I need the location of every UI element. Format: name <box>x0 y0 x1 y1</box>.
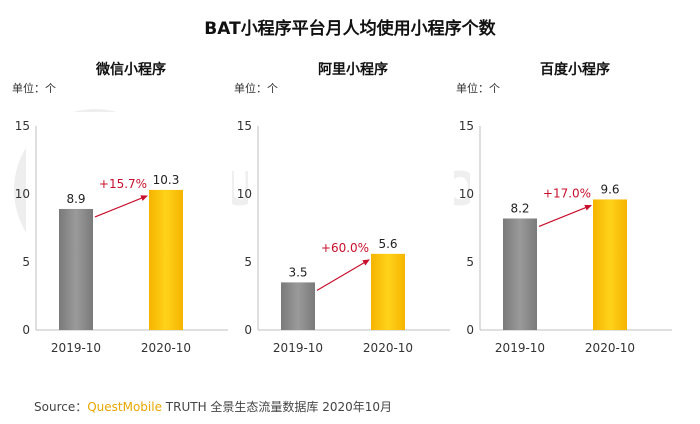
source-prefix: Source： <box>34 400 88 414</box>
bar-2020-10 <box>593 199 627 330</box>
chart-title: 微信小程序 <box>95 61 166 78</box>
y-tick-label: 5 <box>244 255 252 269</box>
growth-arrow <box>316 259 370 291</box>
bar-value-label: 9.6 <box>600 182 619 196</box>
panel-background <box>470 112 676 338</box>
growth-label: +15.7% <box>99 177 147 191</box>
bar-2020-10 <box>371 253 405 330</box>
y-tick-label: 15 <box>237 119 252 133</box>
bar-value-label: 8.2 <box>510 201 529 215</box>
bar-value-label: 5.6 <box>378 237 397 251</box>
y-tick-label: 5 <box>466 255 474 269</box>
bar-value-label: 8.9 <box>66 192 85 206</box>
y-tick-label: 10 <box>459 187 474 201</box>
bar-2019-10 <box>281 282 315 330</box>
x-tick-label: 2019-10 <box>495 341 545 355</box>
bar-2020-10 <box>149 189 183 330</box>
x-tick-label: 2019-10 <box>51 341 101 355</box>
x-tick-label: 2020-10 <box>585 341 635 355</box>
page-title: BAT小程序平台月人均使用小程序个数 <box>204 19 496 39</box>
y-tick-label: 10 <box>15 187 30 201</box>
growth-arrow <box>538 204 592 228</box>
y-tick-label: 10 <box>237 187 252 201</box>
unit-label: 单位：个 <box>12 81 56 95</box>
growth-label: +17.0% <box>543 186 591 200</box>
panel-background <box>248 112 454 338</box>
y-tick-label: 0 <box>22 323 30 337</box>
source-brand: QuestMobile <box>87 400 162 414</box>
bar-2019-10 <box>503 218 537 330</box>
unit-label: 单位：个 <box>234 81 278 95</box>
y-tick-label: 0 <box>244 323 252 337</box>
y-tick-label: 0 <box>466 323 474 337</box>
source-note: Source：QuestMobile TRUTH 全景生态流量数据库 2020年… <box>34 398 392 415</box>
chart-title: 百度小程序 <box>540 61 610 78</box>
x-tick-label: 2020-10 <box>363 341 413 355</box>
y-tick-label: 5 <box>22 255 30 269</box>
y-tick-label: 15 <box>459 119 474 133</box>
panel-background <box>26 112 232 338</box>
unit-label: 单位：个 <box>456 81 500 95</box>
source-rest: TRUTH 全景生态流量数据库 2020年10月 <box>161 400 393 414</box>
x-tick-label: 2019-10 <box>273 341 323 355</box>
growth-arrow <box>94 195 148 218</box>
bar-value-label: 3.5 <box>288 265 307 279</box>
chart-title: 阿里小程序 <box>318 61 388 78</box>
x-tick-label: 2020-10 <box>141 341 191 355</box>
bar-2019-10 <box>59 208 93 330</box>
bar-value-label: 10.3 <box>153 173 180 187</box>
growth-label: +60.0% <box>321 241 369 255</box>
y-tick-label: 15 <box>15 119 30 133</box>
